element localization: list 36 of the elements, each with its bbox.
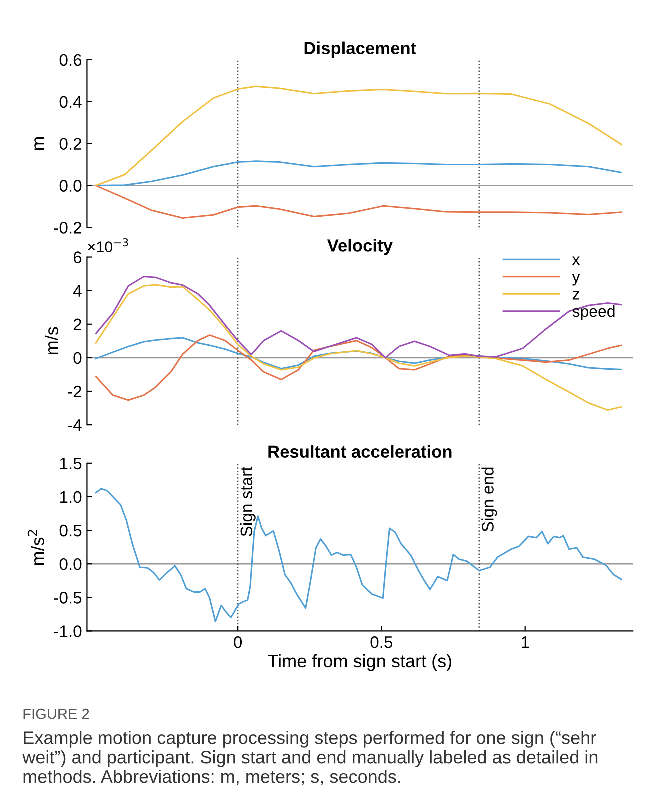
x-tick-label: 1: [522, 636, 530, 648]
y-tick-label: -0.5: [54, 592, 82, 604]
y-tick-label: 0.6: [60, 54, 82, 66]
y-tick-label: 0.2: [60, 138, 82, 150]
y-axis-title: m/s: [45, 327, 58, 355]
y-tick-label: 1.0: [60, 491, 82, 504]
ref-line-label: Sign start: [240, 466, 256, 536]
caption: FIGURE 2: [24, 708, 90, 720]
chart-title: Displacement: [304, 42, 416, 58]
x-axis-title: Time from sign start (s): [268, 654, 452, 672]
y-tick-label: 6: [74, 252, 82, 264]
y-tick-label: 2: [74, 318, 82, 330]
y-tick-label: 0.0: [60, 558, 82, 570]
legend-label: x: [572, 256, 580, 266]
x-tick-label: 0.5: [370, 636, 393, 648]
y-tick-label: -2: [68, 386, 82, 398]
ref-line-label: Sign end: [482, 468, 498, 532]
legend-label: speed: [572, 305, 615, 320]
y-tick-label: 0: [74, 352, 82, 364]
legend-label: z: [572, 291, 580, 300]
text: Example motion capture processing steps performed for one sign (“sehr weit”) and participant. Sign start and end manually labeled as detailed in methods. Abbreviations: m, meters; s, seconds.: [22, 731, 598, 786]
y-tick-label: -4: [68, 420, 82, 432]
y-tick-label: -1.0: [54, 626, 82, 638]
y-axis-title: m/s$^{2}$: [28, 530, 44, 566]
legend-label: y: [572, 274, 580, 286]
chart-title: Resultant acceleration: [268, 445, 452, 458]
y-tick-label: 0.4: [60, 96, 82, 108]
y-axis-title: m: [34, 137, 44, 150]
x-tick-label: 0: [234, 636, 242, 648]
y-tick-label: -0.2: [54, 222, 82, 234]
y-tick-label: 0.0: [60, 180, 82, 192]
chart-title: Velocity: [327, 239, 393, 256]
text: ×10$^{−3}$: [88, 238, 128, 252]
y-tick-label: 4: [73, 285, 82, 297]
y-tick-label: 0.5: [60, 524, 82, 537]
y-tick-label: 1.5: [60, 458, 82, 470]
